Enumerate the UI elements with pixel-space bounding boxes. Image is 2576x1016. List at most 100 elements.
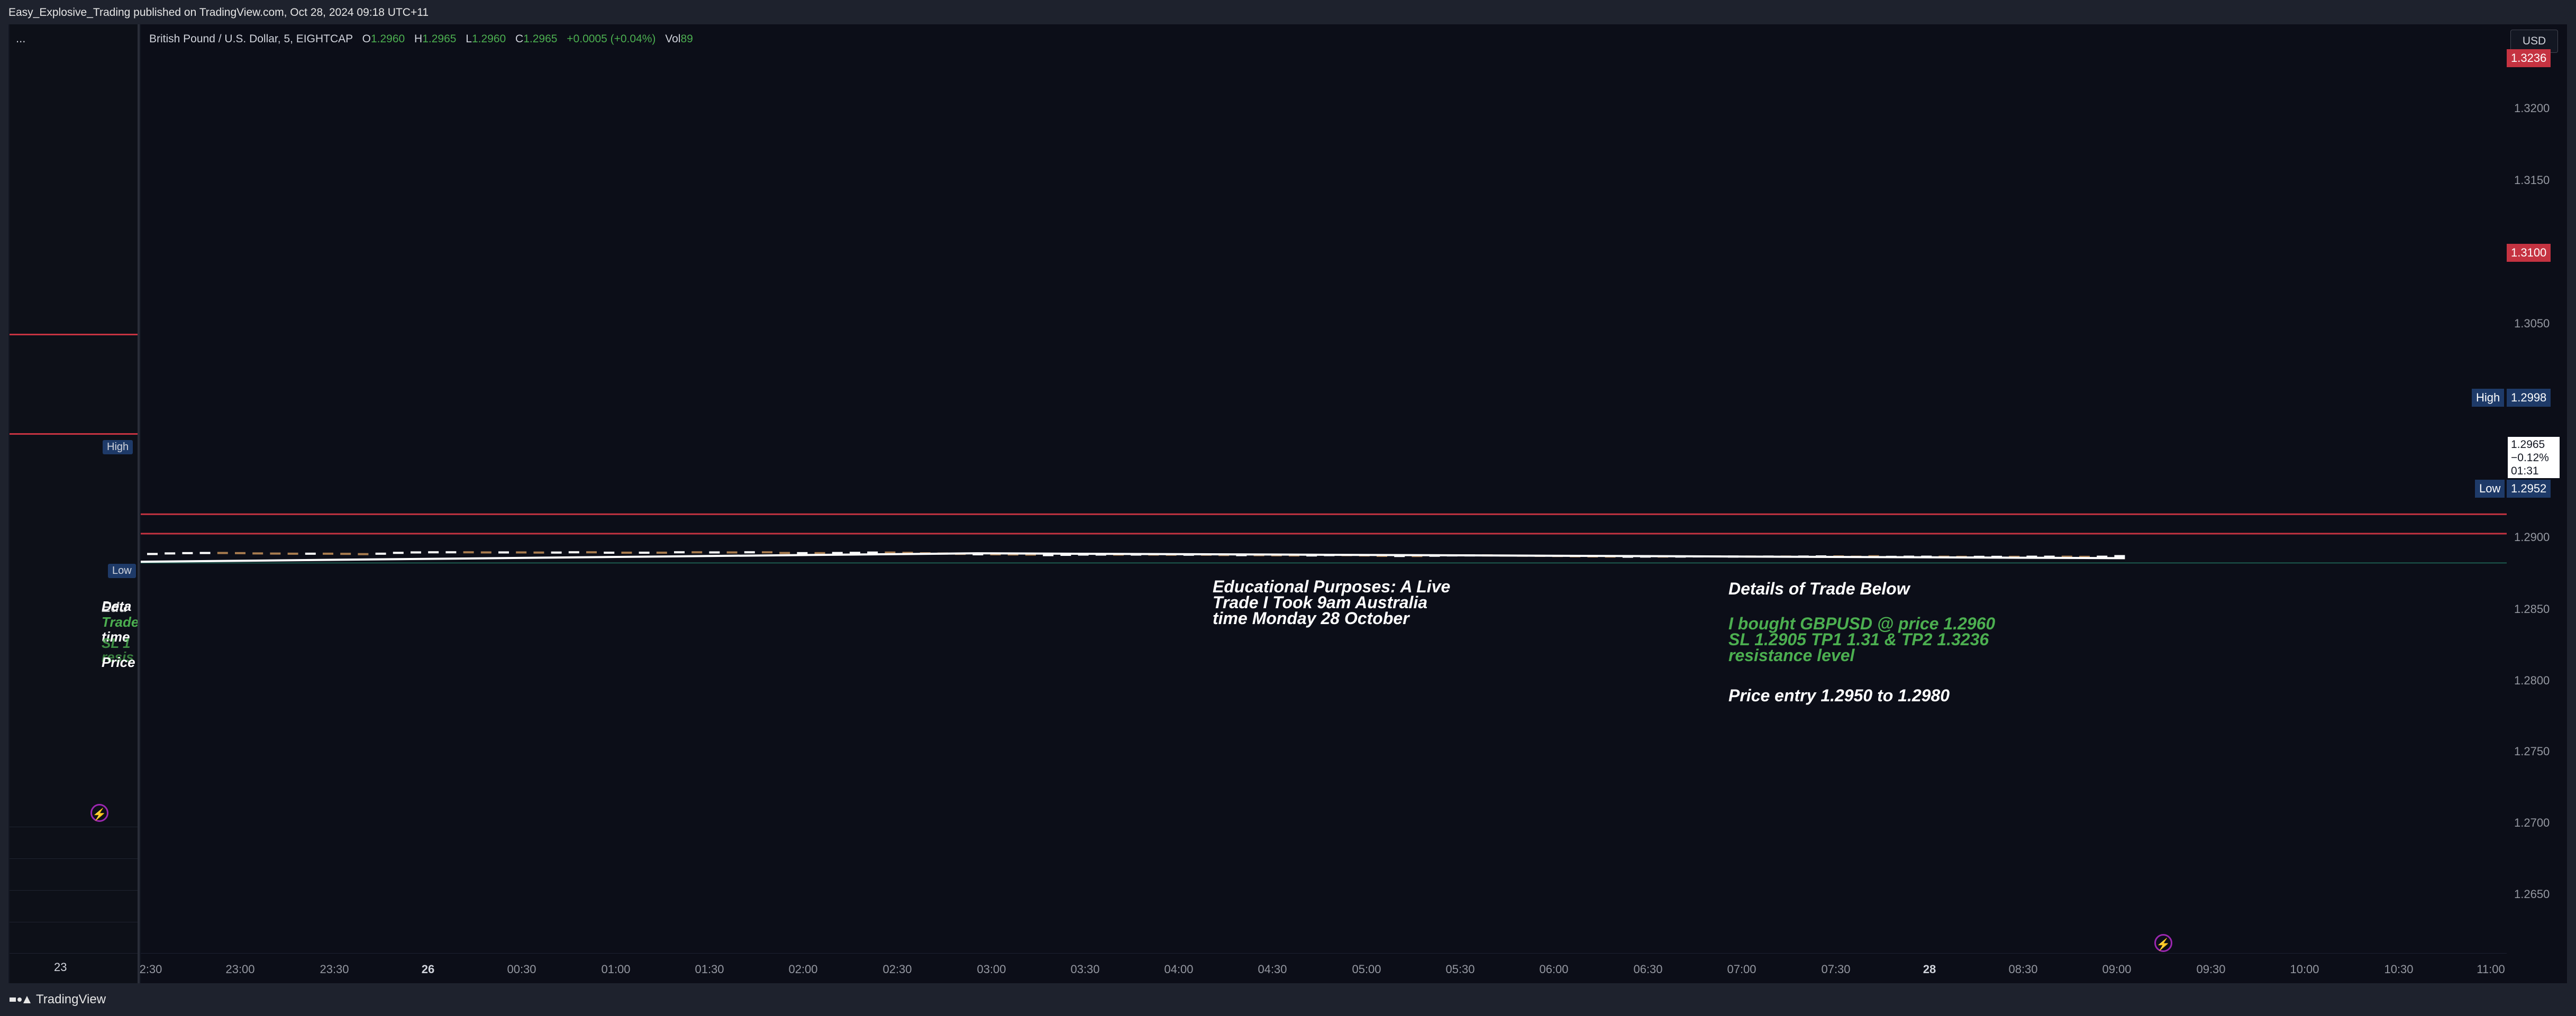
left-high-label: High bbox=[103, 440, 133, 454]
legend-symbol: British Pound / U.S. Dollar, 5, EIGHTCAP bbox=[149, 33, 353, 45]
candle bbox=[305, 552, 316, 555]
candles-svg bbox=[141, 513, 2507, 564]
candle bbox=[797, 552, 808, 554]
time-tick: 09:00 bbox=[2102, 963, 2132, 976]
time-tick: 01:30 bbox=[695, 963, 724, 976]
note-fragment: resis bbox=[102, 649, 134, 664]
left-resistance-line bbox=[10, 334, 138, 335]
legend-vol-value: 89 bbox=[680, 33, 693, 45]
left-panel[interactable]: ... High Low Deta Edu Trade time SL 1 re… bbox=[10, 24, 140, 983]
time-tick: 03:30 bbox=[1070, 963, 1100, 976]
note-line: time Monday 28 October bbox=[1213, 609, 1409, 628]
note-line: SL 1.2905 TP1 1.31 & TP2 1.3236 bbox=[1728, 630, 1989, 649]
high-value-badge: 1.2998 bbox=[2507, 389, 2551, 407]
candle bbox=[639, 552, 650, 554]
tradingview-brand[interactable]: TradingView bbox=[10, 992, 106, 1007]
candle bbox=[463, 551, 474, 554]
price-tick: 1.3200 bbox=[2514, 102, 2550, 115]
candle bbox=[779, 552, 790, 554]
candle bbox=[428, 551, 439, 554]
candle bbox=[568, 551, 579, 554]
candle bbox=[814, 552, 825, 554]
candle bbox=[2026, 555, 2037, 558]
candle bbox=[287, 552, 298, 555]
time-tick: 2:30 bbox=[139, 963, 162, 976]
high-label-badge: High bbox=[2472, 389, 2505, 407]
candle bbox=[2061, 555, 2072, 558]
time-tick: 05:30 bbox=[1445, 963, 1475, 976]
trendline[interactable] bbox=[141, 552, 977, 563]
time-tick: 02:30 bbox=[882, 963, 912, 976]
time-tick: 00:30 bbox=[507, 963, 536, 976]
left-resistance-line-2 bbox=[10, 433, 138, 435]
candle bbox=[516, 551, 527, 554]
candle bbox=[762, 551, 772, 554]
currency-button[interactable]: USD bbox=[2510, 30, 2558, 53]
menu-ellipsis-icon[interactable]: ... bbox=[16, 32, 26, 45]
note-line: I bought GBPUSD @ price 1.2960 bbox=[1728, 614, 1996, 633]
candle bbox=[691, 551, 703, 554]
time-tick: 23:30 bbox=[320, 963, 349, 976]
candle bbox=[323, 552, 333, 555]
note-line: resistance level bbox=[1728, 646, 1855, 665]
brand-label: TradingView bbox=[36, 992, 106, 1006]
time-tick: 09:30 bbox=[2196, 963, 2226, 976]
candle bbox=[726, 551, 738, 554]
candle bbox=[656, 552, 667, 554]
time-tick: 07:30 bbox=[1821, 963, 1851, 976]
time-tick: 10:30 bbox=[2384, 963, 2414, 976]
low-label-badge: Low bbox=[2475, 480, 2505, 498]
candle bbox=[165, 552, 176, 555]
current-change: −0.12% bbox=[2511, 452, 2549, 464]
candle bbox=[604, 552, 615, 554]
price-tick: 1.2900 bbox=[2514, 530, 2550, 544]
candle bbox=[235, 552, 245, 554]
price-tick: 1.3050 bbox=[2514, 317, 2550, 330]
left-divider bbox=[10, 890, 138, 891]
candle bbox=[147, 553, 158, 555]
candle bbox=[480, 551, 491, 554]
price-entry-note: Price entry 1.2950 to 1.2980 bbox=[1728, 686, 1950, 705]
legend-open-label: O bbox=[362, 33, 371, 45]
time-tick: 26 bbox=[421, 963, 435, 976]
candle bbox=[199, 552, 211, 554]
left-low-label: Low bbox=[108, 564, 136, 578]
note-fragment: SL 1 bbox=[102, 636, 131, 651]
main-chart[interactable]: British Pound / U.S. Dollar, 5, EIGHTCAP… bbox=[141, 24, 2507, 983]
time-tick: 23:00 bbox=[225, 963, 255, 976]
candle bbox=[586, 551, 597, 554]
candle bbox=[2044, 555, 2055, 558]
price-badge-resistance: 1.3100 bbox=[2507, 244, 2551, 262]
symbol-legend: British Pound / U.S. Dollar, 5, EIGHTCAP… bbox=[149, 33, 693, 45]
educational-note: Educational Purposes: A Live Trade I Too… bbox=[1213, 578, 1450, 628]
candle bbox=[850, 552, 860, 554]
candle bbox=[674, 551, 685, 554]
legend-high-label: H bbox=[414, 33, 423, 45]
countdown: 01:31 bbox=[2511, 465, 2539, 477]
time-tick: 06:00 bbox=[1539, 963, 1569, 976]
candle bbox=[885, 551, 896, 554]
alert-bolt-icon[interactable]: ⚡ bbox=[90, 804, 108, 822]
alert-bolt-icon[interactable]: ⚡ bbox=[2154, 934, 2172, 952]
tradingview-logo-icon bbox=[10, 996, 31, 1003]
trendline[interactable] bbox=[976, 552, 2125, 560]
candle bbox=[252, 552, 263, 555]
legend-high-value: 1.2965 bbox=[422, 33, 457, 45]
candle bbox=[340, 553, 351, 555]
note-line: Trade I Took 9am Australia bbox=[1213, 593, 1428, 612]
legend-change: +0.0005 (+0.04%) bbox=[567, 33, 656, 45]
candle bbox=[375, 552, 386, 555]
candle bbox=[1043, 554, 1054, 556]
time-tick: 06:30 bbox=[1633, 963, 1663, 976]
time-axis[interactable] bbox=[141, 953, 2507, 984]
note-fragment: Edu bbox=[102, 600, 128, 615]
candle bbox=[358, 553, 369, 555]
time-tick: 02:00 bbox=[788, 963, 818, 976]
price-axis[interactable] bbox=[2507, 24, 2567, 983]
candle bbox=[533, 551, 544, 554]
note-fragment: Trade bbox=[102, 615, 138, 629]
candle bbox=[551, 551, 562, 554]
left-note-fragments: Deta Edu Trade time SL 1 resis Price bbox=[101, 599, 138, 689]
price-tick: 1.2750 bbox=[2514, 745, 2550, 758]
candle bbox=[744, 551, 755, 554]
